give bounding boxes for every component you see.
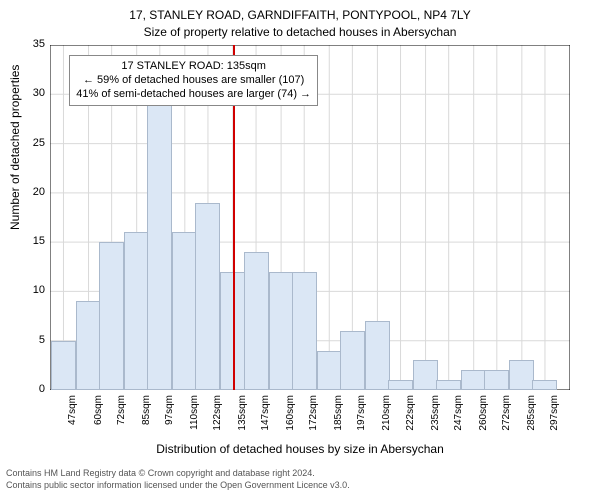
credits: Contains HM Land Registry data © Crown c… — [6, 468, 350, 491]
x-tick-label: 297sqm — [549, 395, 560, 445]
histogram-bar — [76, 301, 101, 390]
histogram-bar — [244, 252, 269, 390]
x-axis-label: Distribution of detached houses by size … — [0, 442, 600, 456]
x-tick-label: 247sqm — [453, 395, 464, 445]
histogram-bar — [292, 272, 317, 390]
histogram-bar — [388, 380, 413, 390]
histogram-bar — [99, 242, 124, 390]
x-tick-label: 272sqm — [501, 395, 512, 445]
histogram-bar — [509, 360, 534, 390]
histogram-bar — [484, 370, 509, 390]
histogram-chart: 17 STANLEY ROAD: 135sqm ← 59% of detache… — [50, 45, 570, 390]
x-tick-label: 260sqm — [478, 395, 489, 445]
x-tick-label: 210sqm — [381, 395, 392, 445]
x-tick-label: 197sqm — [356, 395, 367, 445]
y-tick-label: 30 — [25, 87, 45, 99]
histogram-bar — [124, 232, 149, 390]
x-tick-label: 135sqm — [237, 395, 248, 445]
histogram-bar — [340, 331, 365, 390]
y-tick-label: 35 — [25, 38, 45, 50]
x-tick-label: 285sqm — [526, 395, 537, 445]
title-line2: Size of property relative to detached ho… — [0, 25, 600, 39]
histogram-bar — [172, 232, 197, 390]
annotation-box: 17 STANLEY ROAD: 135sqm ← 59% of detache… — [69, 55, 318, 106]
histogram-bar — [413, 360, 438, 390]
histogram-bar — [317, 351, 342, 390]
x-tick-label: 160sqm — [285, 395, 296, 445]
y-tick-label: 15 — [25, 235, 45, 247]
x-tick-label: 147sqm — [260, 395, 271, 445]
histogram-bar — [51, 341, 76, 390]
y-tick-label: 10 — [25, 284, 45, 296]
credits-line1: Contains HM Land Registry data © Crown c… — [6, 468, 350, 480]
x-tick-label: 172sqm — [308, 395, 319, 445]
x-tick-label: 185sqm — [333, 395, 344, 445]
annotation-line2: ← 59% of detached houses are smaller (10… — [76, 73, 311, 87]
x-tick-label: 47sqm — [67, 395, 78, 445]
title-line1: 17, STANLEY ROAD, GARNDIFFAITH, PONTYPOO… — [0, 8, 600, 22]
x-tick-label: 122sqm — [212, 395, 223, 445]
histogram-bar — [195, 203, 220, 390]
y-tick-label: 20 — [25, 186, 45, 198]
y-tick-label: 0 — [25, 383, 45, 395]
annotation-line3: 41% of semi-detached houses are larger (… — [76, 87, 311, 101]
x-tick-label: 60sqm — [93, 395, 104, 445]
y-tick-label: 5 — [25, 334, 45, 346]
credits-line2: Contains public sector information licen… — [6, 480, 350, 492]
histogram-bar — [365, 321, 390, 390]
chart-container: 17, STANLEY ROAD, GARNDIFFAITH, PONTYPOO… — [0, 0, 600, 500]
y-tick-label: 25 — [25, 137, 45, 149]
histogram-bar — [461, 370, 486, 390]
y-axis-label: Number of detached properties — [8, 65, 22, 230]
x-tick-label: 85sqm — [141, 395, 152, 445]
x-tick-label: 110sqm — [189, 395, 200, 445]
histogram-bar — [436, 380, 461, 390]
annotation-line1: 17 STANLEY ROAD: 135sqm — [76, 59, 311, 73]
histogram-bar — [532, 380, 557, 390]
histogram-bar — [269, 272, 294, 390]
x-tick-label: 222sqm — [405, 395, 416, 445]
x-tick-label: 235sqm — [430, 395, 441, 445]
x-tick-label: 97sqm — [164, 395, 175, 445]
histogram-bar — [147, 104, 172, 390]
x-tick-label: 72sqm — [116, 395, 127, 445]
